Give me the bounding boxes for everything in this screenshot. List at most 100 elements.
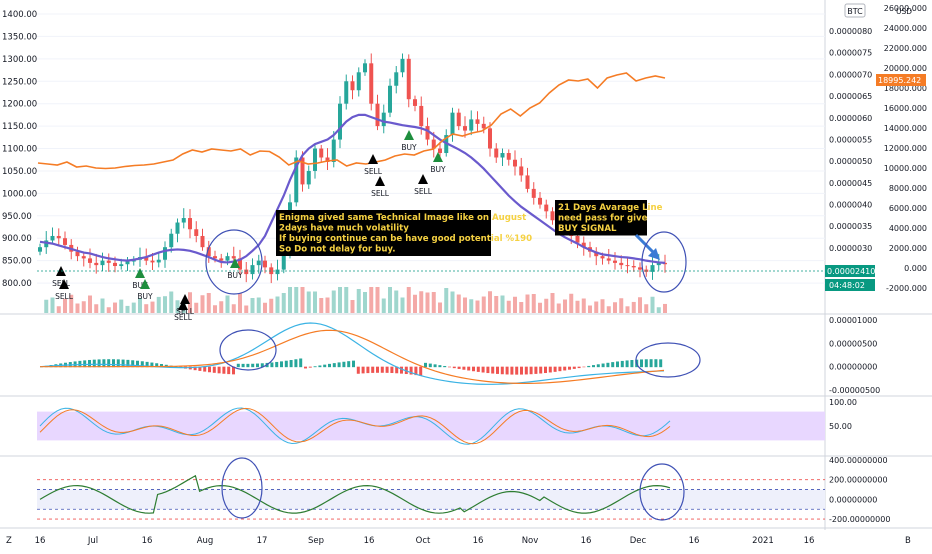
buy-signal-marker[interactable] [404, 130, 414, 140]
candle-body[interactable] [350, 81, 355, 91]
candle-body[interactable] [294, 157, 299, 203]
candle-body[interactable] [375, 103, 380, 127]
candle-body[interactable] [238, 258, 242, 270]
candle-body[interactable] [413, 99, 417, 106]
candle-body[interactable] [369, 63, 374, 104]
candle-body[interactable] [463, 126, 467, 131]
candle-body[interactable] [469, 119, 474, 131]
candle-body[interactable] [100, 260, 105, 266]
candle-body[interactable] [306, 170, 311, 185]
candle-body[interactable] [213, 256, 217, 259]
candle-body[interactable] [438, 148, 442, 154]
candle-body[interactable] [44, 240, 49, 248]
candle-body[interactable] [456, 112, 461, 127]
candle-body[interactable] [181, 218, 186, 223]
candle-body[interactable] [406, 58, 411, 100]
candle-body[interactable] [250, 265, 255, 275]
candle-body[interactable] [231, 256, 236, 259]
candle-body[interactable] [150, 260, 155, 263]
candle-body[interactable] [531, 188, 536, 198]
candle-body[interactable] [94, 262, 99, 266]
candle-body[interactable] [225, 256, 230, 261]
candle-body[interactable] [319, 148, 324, 158]
buy-signal-marker[interactable] [433, 152, 443, 162]
candle-body[interactable] [156, 259, 161, 263]
candle-body[interactable] [431, 139, 436, 149]
candle-body[interactable] [538, 197, 542, 205]
candle-body[interactable] [638, 267, 642, 270]
candle-body[interactable] [650, 265, 655, 272]
candle-body[interactable] [206, 247, 211, 257]
candle-body[interactable] [188, 218, 192, 230]
candle-body[interactable] [119, 264, 124, 267]
candle-body[interactable] [625, 265, 630, 267]
buy-signal-marker[interactable] [135, 268, 145, 278]
candle-body[interactable] [325, 157, 330, 162]
candle-body[interactable] [450, 112, 455, 136]
btc-usd-line[interactable] [37, 72, 666, 170]
candle-body[interactable] [363, 63, 367, 73]
candle-body[interactable] [606, 258, 611, 261]
candle-body[interactable] [550, 211, 555, 221]
candle-body[interactable] [50, 235, 55, 241]
candle-body[interactable] [106, 260, 111, 263]
macd-line[interactable] [39, 322, 665, 385]
candle-body[interactable] [544, 204, 549, 212]
candle-body[interactable] [344, 81, 349, 104]
candle-body[interactable] [113, 262, 117, 267]
btc-axis-badge[interactable] [844, 3, 866, 18]
candle-body[interactable] [331, 139, 336, 162]
candle-body[interactable] [513, 159, 517, 167]
candle-body[interactable] [656, 262, 661, 266]
candle-body[interactable] [144, 257, 149, 261]
candle-body[interactable] [394, 72, 399, 86]
sell-signal-marker[interactable] [178, 300, 188, 310]
candle-body[interactable] [581, 242, 586, 248]
candle-body[interactable] [400, 58, 405, 73]
candle-body[interactable] [506, 153, 511, 160]
candle-body[interactable] [475, 119, 480, 124]
candle-body[interactable] [425, 126, 430, 140]
buy-signal-marker[interactable] [140, 279, 150, 289]
cci-line[interactable] [39, 474, 671, 514]
candle-body[interactable] [300, 157, 305, 185]
candle-body[interactable] [75, 251, 80, 257]
candle-body[interactable] [269, 267, 274, 275]
stoch-d-line[interactable] [39, 407, 671, 445]
candle-body[interactable] [163, 247, 167, 260]
sell-signal-marker[interactable] [368, 154, 378, 164]
candle-body[interactable] [56, 235, 61, 239]
candle-body[interactable] [381, 112, 386, 127]
candle-body[interactable] [338, 103, 342, 140]
candle-body[interactable] [600, 256, 605, 259]
candle-body[interactable] [63, 238, 67, 245]
candle-body[interactable] [594, 251, 599, 257]
sell-signal-marker[interactable] [59, 279, 69, 289]
candle-body[interactable] [81, 256, 86, 259]
candle-body[interactable] [488, 128, 492, 149]
candle-body[interactable] [88, 258, 92, 263]
candle-body[interactable] [613, 260, 617, 263]
buy-signal-marker[interactable] [230, 258, 240, 268]
candle-body[interactable] [169, 233, 174, 248]
candle-body[interactable] [175, 222, 180, 234]
candle-body[interactable] [313, 148, 317, 171]
candle-body[interactable] [419, 105, 424, 127]
candle-body[interactable] [619, 262, 624, 266]
candle-body[interactable] [481, 123, 486, 129]
candle-body[interactable] [356, 72, 361, 91]
candle-body[interactable] [263, 260, 267, 268]
candle-body[interactable] [256, 260, 261, 266]
sell-signal-marker[interactable] [375, 176, 385, 186]
candle-body[interactable] [631, 266, 636, 268]
candle-body[interactable] [125, 261, 130, 265]
sell-signal-marker[interactable] [418, 174, 428, 184]
signal-line[interactable] [40, 329, 665, 385]
candle-body[interactable] [219, 258, 224, 261]
candle-body[interactable] [38, 247, 42, 252]
candle-body[interactable] [525, 175, 530, 189]
candle-body[interactable] [494, 148, 499, 158]
candle-body[interactable] [663, 262, 667, 265]
candle-body[interactable] [281, 251, 286, 270]
candle-body[interactable] [194, 229, 199, 236]
